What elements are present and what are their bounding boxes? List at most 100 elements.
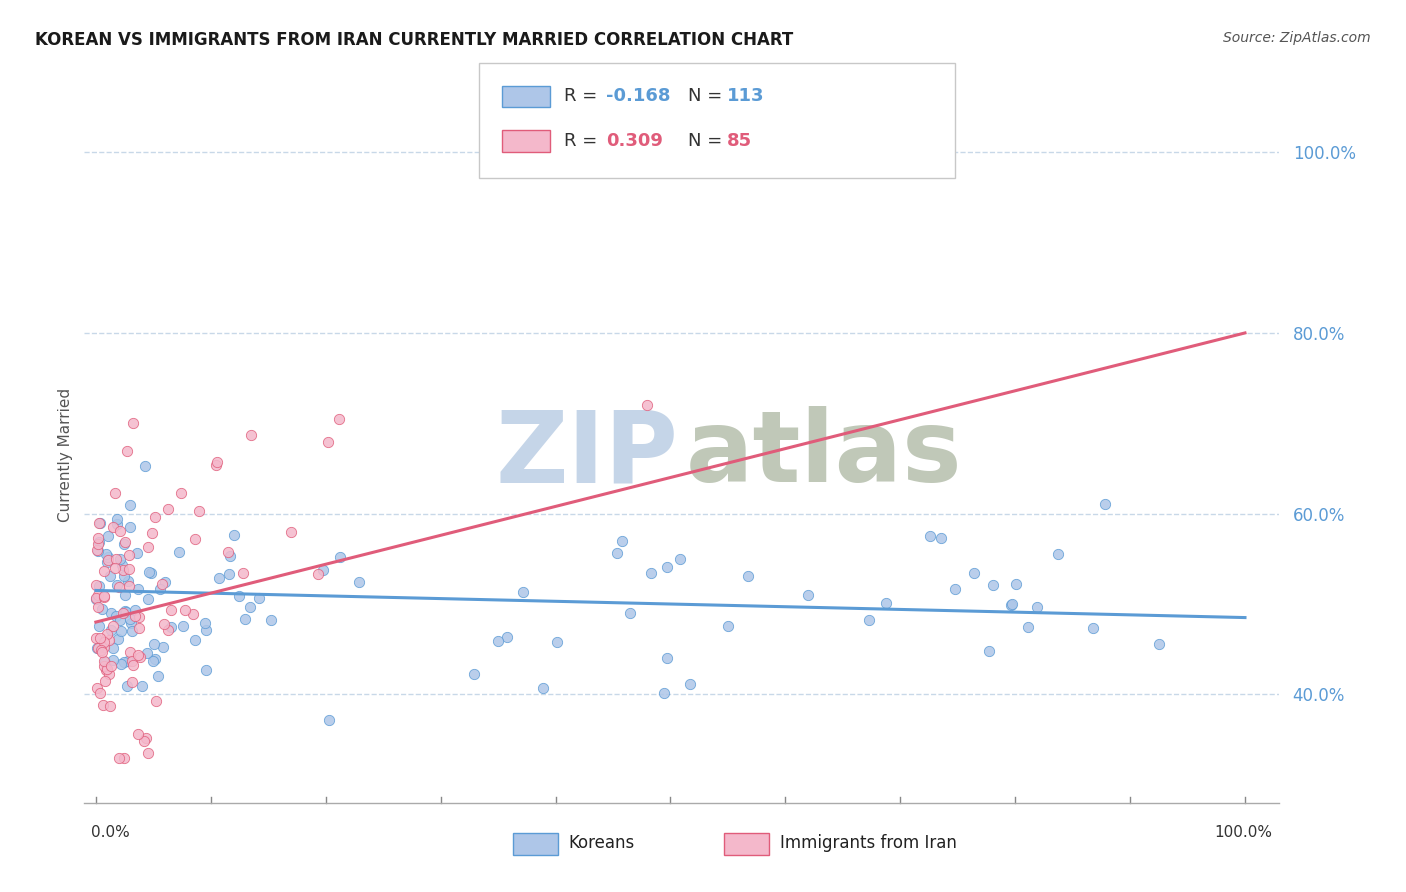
Point	[233, 611, 256, 625]
Point	[307, 566, 329, 581]
Point	[316, 434, 339, 449]
Point	[111, 558, 134, 573]
Point	[280, 525, 302, 540]
Point	[1026, 600, 1049, 615]
Point	[120, 616, 142, 631]
Point	[94, 663, 117, 677]
Point	[328, 412, 350, 426]
Point	[139, 566, 162, 580]
Point	[1017, 619, 1039, 633]
Point	[143, 652, 166, 666]
Point	[110, 613, 132, 627]
Point	[669, 552, 692, 566]
Point	[184, 632, 207, 647]
Point	[89, 631, 111, 645]
Point	[118, 612, 141, 626]
Point	[136, 746, 159, 760]
Point	[93, 634, 115, 648]
Point	[91, 601, 114, 615]
Point	[115, 679, 138, 693]
Text: -0.168: -0.168	[606, 87, 671, 105]
Point	[114, 604, 136, 618]
Point	[118, 498, 141, 512]
Point	[347, 574, 370, 589]
Point	[89, 579, 111, 593]
Point	[979, 644, 1001, 658]
Point	[195, 623, 218, 637]
Point	[606, 546, 628, 560]
Point	[118, 520, 141, 534]
Point	[97, 529, 120, 543]
Point	[260, 613, 283, 627]
Point	[89, 516, 111, 530]
Point	[86, 641, 108, 656]
Point	[143, 637, 166, 651]
Point	[111, 606, 134, 620]
Point	[128, 609, 150, 624]
Point	[131, 679, 153, 693]
Point	[1094, 498, 1116, 512]
Point	[142, 654, 165, 668]
Text: Immigrants from Iran: Immigrants from Iran	[780, 834, 957, 852]
Point	[97, 552, 120, 566]
Point	[121, 674, 143, 689]
Point	[87, 619, 110, 633]
Point	[115, 444, 138, 458]
Point	[205, 455, 228, 469]
Point	[89, 686, 111, 700]
Point	[153, 616, 176, 631]
Point	[655, 560, 678, 574]
Point	[118, 578, 141, 592]
Point	[218, 549, 240, 563]
Point	[91, 645, 114, 659]
Point	[156, 501, 179, 516]
Point	[318, 714, 340, 728]
Point	[512, 585, 534, 599]
Point	[150, 576, 173, 591]
Point	[228, 589, 250, 603]
Point	[122, 658, 145, 673]
Text: R =: R =	[564, 132, 603, 150]
Point	[737, 569, 759, 583]
Point	[94, 656, 117, 670]
Point	[184, 533, 207, 547]
Point	[218, 567, 240, 582]
Point	[496, 630, 519, 644]
Point	[112, 750, 135, 764]
Point	[717, 619, 740, 633]
Point	[118, 645, 141, 659]
Point	[172, 618, 194, 632]
Point	[124, 608, 146, 623]
Point	[652, 686, 675, 700]
Point	[135, 731, 157, 745]
Point	[101, 653, 124, 667]
Text: 0.309: 0.309	[606, 132, 662, 150]
Point	[488, 633, 510, 648]
Point	[312, 564, 335, 578]
Point	[655, 651, 678, 665]
Point	[121, 654, 143, 668]
Point	[96, 555, 118, 569]
Point	[93, 564, 115, 578]
Point	[463, 667, 485, 681]
Point	[1004, 577, 1026, 591]
Point	[112, 656, 135, 670]
Point	[531, 681, 554, 695]
Text: Source: ZipAtlas.com: Source: ZipAtlas.com	[1223, 31, 1371, 45]
Point	[121, 624, 143, 638]
Point	[636, 398, 658, 412]
Point	[117, 562, 139, 576]
Point	[797, 588, 820, 602]
Point	[105, 552, 128, 566]
Point	[117, 574, 139, 589]
Point	[93, 640, 115, 655]
Point	[858, 613, 880, 627]
Point	[612, 533, 634, 548]
Point	[170, 486, 193, 500]
Point	[87, 516, 110, 530]
Point	[127, 727, 149, 741]
Point	[169, 545, 191, 559]
Point	[114, 535, 136, 549]
Point	[127, 648, 149, 662]
Point	[155, 575, 177, 590]
